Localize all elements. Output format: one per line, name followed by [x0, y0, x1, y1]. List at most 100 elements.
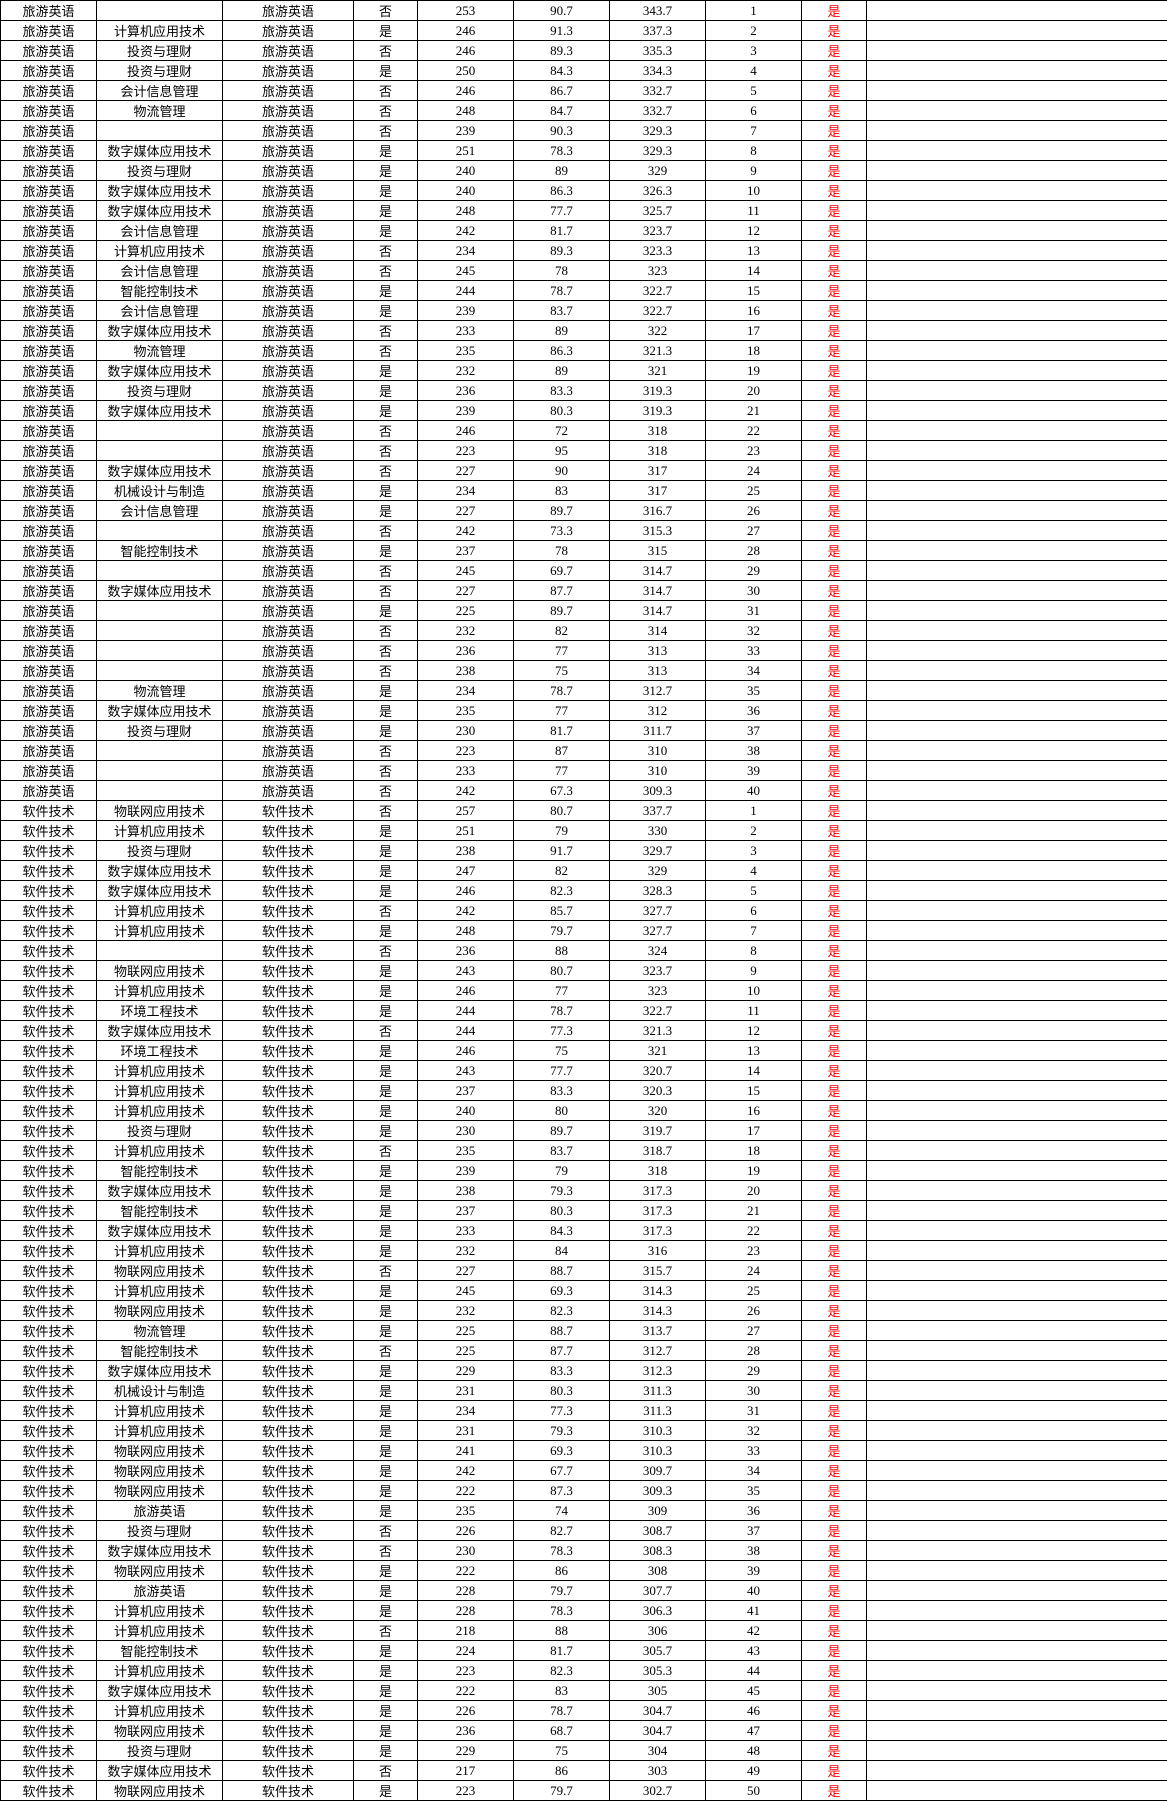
cell: 322.7: [610, 301, 706, 321]
cell: [867, 1681, 1167, 1701]
cell: 软件技术: [1, 941, 97, 961]
cell: 旅游英语: [1, 1, 97, 21]
cell: 10: [706, 981, 802, 1001]
cell: 投资与理财: [97, 1521, 223, 1541]
cell: 软件技术: [223, 1301, 354, 1321]
cell: 1: [706, 1, 802, 21]
cell: 是: [802, 1041, 867, 1061]
cell: [867, 241, 1167, 261]
cell: 是: [802, 1781, 867, 1801]
cell: [867, 981, 1167, 1001]
cell: 投资与理财: [97, 41, 223, 61]
cell: [867, 721, 1167, 741]
cell: 旅游英语: [1, 341, 97, 361]
cell: [867, 1321, 1167, 1341]
cell: 计算机应用技术: [97, 921, 223, 941]
cell: 是: [802, 121, 867, 141]
table-row: 旅游英语数字媒体应用技术旅游英语是25178.3329.38是: [1, 141, 1167, 161]
cell: 318: [610, 1161, 706, 1181]
cell: 数字媒体应用技术: [97, 361, 223, 381]
cell: 是: [802, 561, 867, 581]
cell: 机械设计与制造: [97, 1381, 223, 1401]
cell: 是: [802, 841, 867, 861]
cell: 旅游英语: [223, 601, 354, 621]
cell: 是: [802, 1581, 867, 1601]
cell: 257: [418, 801, 514, 821]
cell: 48: [706, 1741, 802, 1761]
cell: 是: [354, 1061, 418, 1081]
cell: 是: [802, 741, 867, 761]
cell: 229: [418, 1741, 514, 1761]
cell: 计算机应用技术: [97, 1661, 223, 1681]
cell: 投资与理财: [97, 1741, 223, 1761]
cell: 是: [354, 1201, 418, 1221]
cell: 84: [514, 1241, 610, 1261]
cell: 旅游英语: [1, 401, 97, 421]
cell: 软件技术: [223, 1041, 354, 1061]
table-row: 软件技术环境工程技术软件技术是24478.7322.711是: [1, 1001, 1167, 1021]
cell: 20: [706, 381, 802, 401]
table-row: 旅游英语数字媒体应用技术旅游英语是23980.3319.321是: [1, 401, 1167, 421]
cell: 36: [706, 701, 802, 721]
cell: 238: [418, 661, 514, 681]
cell: 10: [706, 181, 802, 201]
table-row: 软件技术物联网应用技术软件技术是22379.7302.750是: [1, 1781, 1167, 1801]
cell: 36: [706, 1501, 802, 1521]
cell: 是: [802, 341, 867, 361]
cell: 软件技术: [223, 1201, 354, 1221]
cell: [867, 1161, 1167, 1181]
cell: 是: [802, 1281, 867, 1301]
cell: 77: [514, 701, 610, 721]
cell: 是: [354, 281, 418, 301]
cell: 77.7: [514, 201, 610, 221]
cell: 335.3: [610, 41, 706, 61]
cell: 是: [802, 101, 867, 121]
cell: 88: [514, 941, 610, 961]
cell: 244: [418, 1001, 514, 1021]
cell: 是: [354, 1421, 418, 1441]
cell: 旅游英语: [1, 701, 97, 721]
cell: 软件技术: [1, 1101, 97, 1121]
cell: 323: [610, 261, 706, 281]
cell: 旅游英语: [1, 441, 97, 461]
cell: 242: [418, 221, 514, 241]
cell: 软件技术: [223, 1641, 354, 1661]
cell: 计算机应用技术: [97, 981, 223, 1001]
cell: 是: [354, 1161, 418, 1181]
table-row: 软件技术计算机应用技术软件技术是24569.3314.325是: [1, 1281, 1167, 1301]
cell: 计算机应用技术: [97, 1701, 223, 1721]
cell: [867, 101, 1167, 121]
cell: 79.3: [514, 1181, 610, 1201]
table-row: 旅游英语物流管理旅游英语是23478.7312.735是: [1, 681, 1167, 701]
table-row: 旅游英语旅游英语否2337731039是: [1, 761, 1167, 781]
cell: 智能控制技术: [97, 281, 223, 301]
cell: 238: [418, 841, 514, 861]
cell: 旅游英语: [223, 421, 354, 441]
cell: 225: [418, 1321, 514, 1341]
cell: [867, 221, 1167, 241]
cell: 343.7: [610, 1, 706, 21]
table-row: 软件技术物流管理软件技术是22588.7313.727是: [1, 1321, 1167, 1341]
cell: 30: [706, 581, 802, 601]
cell: 软件技术: [223, 1601, 354, 1621]
cell: 是: [354, 1001, 418, 1021]
cell: 244: [418, 281, 514, 301]
cell: 旅游英语: [223, 481, 354, 501]
cell: 312: [610, 701, 706, 721]
cell: 旅游英语: [1, 201, 97, 221]
cell: 是: [802, 1001, 867, 1021]
cell: 软件技术: [1, 1541, 97, 1561]
cell: 是: [802, 1301, 867, 1321]
cell: 是: [802, 901, 867, 921]
cell: 是: [354, 1441, 418, 1461]
cell: 79.7: [514, 1581, 610, 1601]
cell: 旅游英语: [223, 721, 354, 741]
cell: 软件技术: [1, 981, 97, 1001]
cell: 否: [354, 1621, 418, 1641]
cell: 是: [802, 1121, 867, 1141]
cell: 旅游英语: [223, 201, 354, 221]
cell: 是: [354, 1461, 418, 1481]
cell: 软件技术: [1, 1701, 97, 1721]
cell: 246: [418, 41, 514, 61]
cell: 否: [354, 661, 418, 681]
